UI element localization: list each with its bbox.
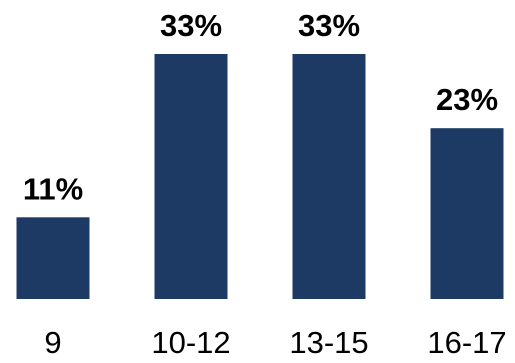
bar-10-12 [154, 54, 228, 299]
x-axis-ticks: 9 10-12 13-15 16-17 [44, 325, 506, 360]
x-tick-label-16-17: 16-17 [427, 325, 506, 360]
x-tick-label-13-15: 13-15 [289, 325, 368, 360]
x-tick-label-9: 9 [44, 325, 61, 360]
bar-16-17 [430, 128, 504, 299]
bars-group [16, 54, 504, 299]
data-label-16-17: 23% [436, 82, 498, 117]
bar-9 [16, 217, 90, 299]
x-tick-label-10-12: 10-12 [151, 325, 230, 360]
data-label-9: 11% [23, 171, 83, 206]
data-label-13-15: 33% [298, 8, 360, 43]
data-labels-group: 11% 33% 33% 23% [23, 8, 498, 206]
bar-13-15 [292, 54, 366, 299]
data-label-10-12: 33% [160, 8, 222, 43]
